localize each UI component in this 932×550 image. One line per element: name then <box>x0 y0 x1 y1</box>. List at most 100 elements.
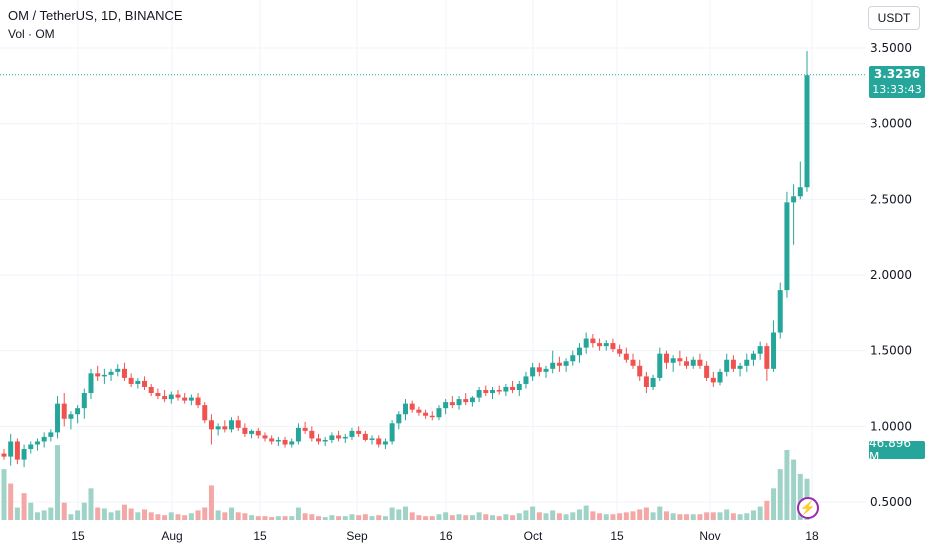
volume-bar <box>222 512 228 520</box>
candle-body <box>8 441 14 457</box>
volume-bar <box>195 510 201 520</box>
candle-body <box>583 338 589 348</box>
volume-bar <box>623 512 629 520</box>
volume-bar <box>295 507 301 520</box>
volume-bar <box>530 506 536 520</box>
candle-body <box>456 399 462 406</box>
candle-body <box>416 409 422 413</box>
volume-bar <box>617 513 623 520</box>
candle-body <box>382 441 388 445</box>
volume-bar <box>630 511 636 520</box>
candle-body <box>336 435 342 439</box>
candle-body <box>229 420 235 430</box>
candle-body <box>637 365 643 377</box>
candle-body <box>289 441 295 445</box>
currency-button[interactable]: USDT <box>868 6 920 30</box>
volume-bar <box>14 507 20 520</box>
volume-bar <box>757 506 763 520</box>
volume-bar <box>523 510 529 520</box>
volume-bar <box>8 483 14 520</box>
price-tick-label: 2.0000 <box>870 268 912 282</box>
candle-body <box>121 368 127 378</box>
symbol-title[interactable]: OM / TetherUS, 1D, BINANCE <box>8 8 183 23</box>
volume-bar <box>336 516 342 520</box>
time-tick-label: 18 <box>805 529 819 543</box>
candle-body <box>115 368 121 372</box>
volume-bar <box>550 510 556 520</box>
volume-bar <box>510 515 516 520</box>
volume-bar <box>436 514 442 520</box>
volume-bar <box>155 514 161 520</box>
candle-body <box>182 397 188 401</box>
candle-body <box>496 390 502 392</box>
candle-body <box>215 426 221 430</box>
candle-body <box>396 414 402 424</box>
candle-body <box>530 367 536 377</box>
price-tick-label: 0.5000 <box>870 495 912 509</box>
candle-body <box>423 412 429 416</box>
volume-bar <box>121 504 127 520</box>
candle-body <box>643 376 649 387</box>
lightning-icon[interactable]: ⚡ <box>797 497 819 519</box>
volume-bar <box>556 513 562 520</box>
volume-indicator-label[interactable]: Vol · OM <box>8 27 55 41</box>
volume-bar <box>610 514 616 520</box>
volume-bar <box>182 515 188 520</box>
candle-body <box>142 380 148 387</box>
candle-body <box>777 290 783 333</box>
candle-body <box>630 359 636 366</box>
candle-body <box>603 343 609 347</box>
candle-body <box>536 367 542 372</box>
candle-body <box>483 390 489 394</box>
volume-bar <box>449 515 455 520</box>
bar-countdown: 13:33:43 <box>872 83 922 96</box>
candle-body <box>1 453 7 457</box>
volume-bar <box>777 469 783 520</box>
candle-body <box>443 402 449 409</box>
candle-body <box>202 405 208 421</box>
volume-bar <box>135 512 141 520</box>
time-axis: 15 Aug 15 Sep 16 Oct 15 Nov 18 <box>71 529 819 543</box>
candle-body <box>128 377 134 384</box>
candle-body <box>295 427 301 442</box>
volume-bar <box>275 516 281 520</box>
volume-bar <box>168 512 174 520</box>
volume-bar <box>68 514 74 520</box>
volume-bar <box>690 514 696 520</box>
candle-body <box>657 353 663 378</box>
volume-bar <box>61 502 67 520</box>
volume-bar <box>443 512 449 520</box>
time-tick-label: Nov <box>699 529 720 543</box>
volume-bar <box>730 513 736 520</box>
volume-bar <box>489 515 495 520</box>
volume-bar <box>597 513 603 520</box>
candle-body <box>797 187 803 197</box>
volume-bar <box>289 516 295 520</box>
volume-bar <box>717 512 723 520</box>
volume-bar <box>737 514 743 520</box>
candle-body <box>88 373 94 394</box>
volume-value-tag: 46.896 M <box>869 436 925 464</box>
candle-body <box>316 438 322 442</box>
candle-body <box>737 365 743 369</box>
volume-bar <box>670 513 676 520</box>
candle-body <box>556 362 562 366</box>
candle-body <box>489 390 495 394</box>
volume-bar <box>21 493 27 520</box>
candle-body <box>34 441 40 445</box>
candle-body <box>389 423 395 442</box>
volume-bar <box>456 514 462 520</box>
volume-bar <box>81 502 87 520</box>
volume-bar <box>409 512 415 520</box>
candle-body <box>249 430 255 434</box>
candle-body <box>704 365 710 378</box>
volume-bar <box>791 459 797 520</box>
volume-bar <box>1 469 7 520</box>
candle-body <box>429 415 435 418</box>
volume-bar <box>389 507 395 520</box>
candle-body <box>463 399 469 403</box>
candle-body <box>61 403 67 419</box>
last-price-tag: 3.3236 13:33:43 <box>869 66 925 98</box>
volume-bar <box>771 488 777 520</box>
